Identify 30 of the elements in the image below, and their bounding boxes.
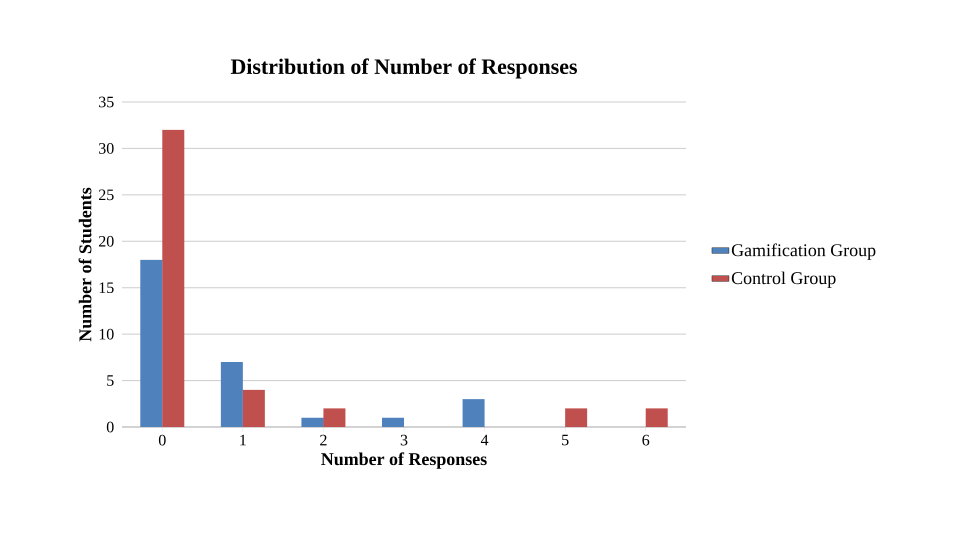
x-tick-label: 1 <box>240 434 246 446</box>
x-tick-label: 2 <box>320 434 327 446</box>
y-tick-label: 30 <box>99 143 114 154</box>
x-axis-title: Number of Responses <box>321 452 487 469</box>
x-tick-label: 3 <box>400 434 408 446</box>
legend-label: Control Group <box>732 272 836 288</box>
y-tick-label: 0 <box>106 422 114 432</box>
bar <box>220 362 243 427</box>
y-tick-label: 15 <box>100 282 114 294</box>
bar <box>565 408 588 427</box>
bar <box>462 399 485 427</box>
x-tick-label: 4 <box>480 434 488 446</box>
y-tick-label: 25 <box>98 190 114 200</box>
bar <box>382 418 404 427</box>
bar <box>162 130 184 427</box>
x-tick-label: 5 <box>562 434 569 446</box>
chart-title: Distribution of Number of Responses <box>230 58 577 79</box>
y-tick-label: 20 <box>98 236 114 247</box>
x-tick-label: 0 <box>158 434 166 446</box>
y-axis-title: Number of Students <box>78 188 92 342</box>
x-tick-label: 6 <box>642 434 650 446</box>
bar <box>140 260 162 427</box>
y-tick-label: 5 <box>107 375 114 386</box>
bar <box>242 390 265 427</box>
bar <box>323 408 346 427</box>
legend-label: Gamification Group <box>732 243 876 260</box>
bar <box>301 418 324 427</box>
y-tick-label: 10 <box>100 328 114 340</box>
y-tick-label: 35 <box>99 96 114 108</box>
bar <box>646 408 668 427</box>
